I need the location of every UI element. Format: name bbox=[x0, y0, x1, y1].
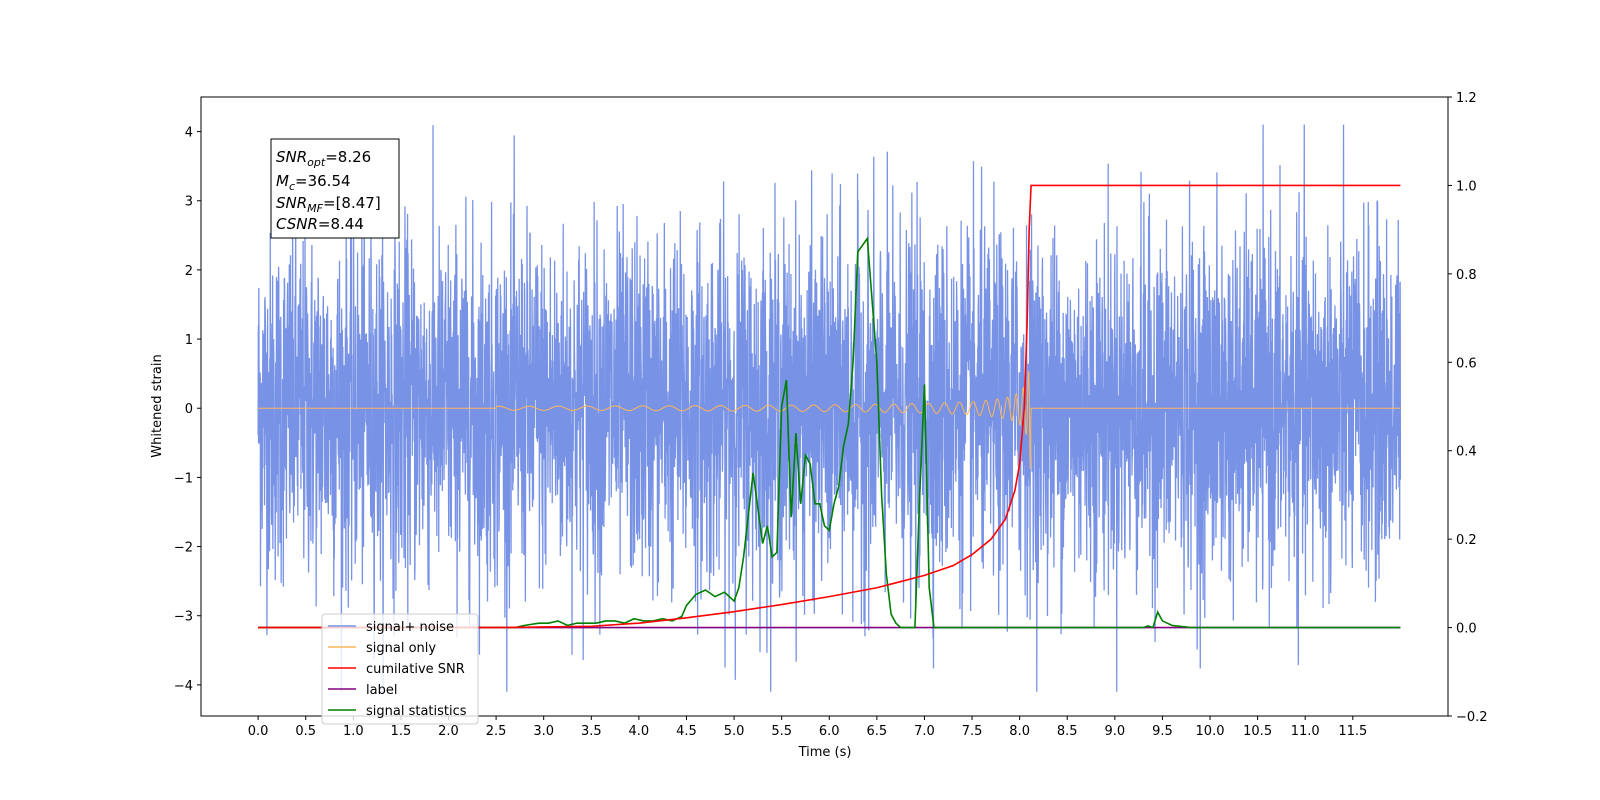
stats-box: SNRopt=8.26 Mc=36.54 SNRMF=[8.47] CSNR=8… bbox=[270, 138, 400, 239]
stats-snr-mf-value: =[8.47] bbox=[323, 194, 381, 212]
x-tick-label: 0.5 bbox=[295, 724, 316, 739]
stats-mc-sub: c bbox=[289, 180, 295, 193]
x-tick-label: 11.0 bbox=[1291, 724, 1320, 739]
x-tick-label: 9.5 bbox=[1152, 724, 1173, 739]
y-right-tick-label: 0.8 bbox=[1456, 268, 1477, 283]
stats-box-frame bbox=[270, 138, 400, 239]
legend-label-signal-only: signal only bbox=[366, 641, 436, 656]
y-right-tick-label: 1.0 bbox=[1456, 179, 1477, 194]
y-axis-label: Whitened strain bbox=[150, 354, 165, 457]
legend-label-cumulative-snr: cumilative SNR bbox=[366, 662, 465, 677]
x-tick-label: 8.0 bbox=[1009, 724, 1030, 739]
stats-csnr-base: CSNR bbox=[276, 215, 318, 233]
x-tick-label: 10.5 bbox=[1243, 724, 1272, 739]
stats-snr-opt-base: SNR bbox=[276, 148, 307, 166]
y-tick-label: −4 bbox=[174, 679, 193, 694]
x-tick-label: 2.0 bbox=[438, 724, 459, 739]
stats-mc-base: M bbox=[276, 172, 289, 190]
x-tick-label: 5.5 bbox=[771, 724, 792, 739]
x-tick-label: 3.0 bbox=[533, 724, 554, 739]
legend: signal+ noise signal only cumilative SNR… bbox=[321, 613, 479, 725]
x-tick-label: 4.5 bbox=[676, 724, 697, 739]
x-tick-label: 8.5 bbox=[1057, 724, 1078, 739]
x-tick-label: 6.5 bbox=[867, 724, 888, 739]
series-line-cumilative-snr bbox=[258, 184, 1401, 629]
x-axis-label: Time (s) bbox=[798, 745, 852, 760]
y-tick-label: 4 bbox=[185, 126, 193, 141]
y-tick-label: −2 bbox=[174, 541, 193, 556]
x-tick-label: 10.0 bbox=[1196, 724, 1225, 739]
stats-csnr: CSNR=8.44 bbox=[276, 215, 364, 233]
stats-snr-opt-value: =8.26 bbox=[325, 148, 371, 166]
axes-frame bbox=[200, 96, 1449, 717]
y-tick-label: −1 bbox=[174, 471, 193, 486]
y-right-tick-label: 0.6 bbox=[1456, 356, 1477, 371]
x-tick-label: 7.0 bbox=[914, 724, 935, 739]
y-tick-label: 1 bbox=[185, 333, 193, 348]
y-tick-label: −3 bbox=[174, 610, 193, 625]
x-tick-label: 1.0 bbox=[343, 724, 364, 739]
x-tick-label: 1.5 bbox=[391, 724, 412, 739]
series-line-signal-only bbox=[258, 370, 1401, 470]
legend-frame bbox=[321, 613, 479, 725]
x-tick-label: 7.5 bbox=[962, 724, 983, 739]
x-tick-label: 6.0 bbox=[819, 724, 840, 739]
y-right-tick-label: −0.2 bbox=[1456, 710, 1488, 725]
series-line-signal-noise bbox=[257, 124, 1402, 692]
x-tick-label: 4.0 bbox=[629, 724, 650, 739]
x-tick-label: 2.5 bbox=[486, 724, 507, 739]
stats-csnr-value: =8.44 bbox=[318, 215, 364, 233]
stats-snr-mf: SNRMF=[8.47] bbox=[276, 194, 381, 215]
x-tick-label: 5.0 bbox=[724, 724, 745, 739]
stats-snr-opt-sub: opt bbox=[307, 156, 326, 169]
y-right-tick-label: 1.2 bbox=[1456, 91, 1477, 106]
legend-label-signal-statistics: signal statistics bbox=[366, 704, 467, 719]
stats-snr-mf-base: SNR bbox=[276, 194, 307, 212]
x-tick-label: 3.5 bbox=[581, 724, 602, 739]
stats-snr-mf-sub: MF bbox=[307, 202, 323, 215]
x-tick-label: 9.0 bbox=[1104, 724, 1125, 739]
x-tick-label: 11.5 bbox=[1338, 724, 1367, 739]
legend-label-signal-noise: signal+ noise bbox=[366, 620, 454, 635]
y-tick-label: 0 bbox=[185, 402, 193, 417]
legend-label-label: label bbox=[366, 683, 397, 698]
y-tick-label: 3 bbox=[185, 195, 193, 210]
stats-mc-value: =36.54 bbox=[295, 172, 351, 190]
y-right-tick-label: 0.2 bbox=[1456, 533, 1477, 548]
stats-mc: Mc=36.54 bbox=[276, 172, 351, 193]
y-right-tick-label: 0.4 bbox=[1456, 445, 1477, 460]
x-tick-label: 0.0 bbox=[248, 724, 269, 739]
stats-snr-opt: SNRopt=8.26 bbox=[276, 148, 371, 169]
y-right-tick-label: 0.0 bbox=[1456, 622, 1477, 637]
ticks-layer: 0.0 0.5 1.0 1.5 2.0 2.5 3.0 3.5 4.0 4.5 5.0 5.5 6.0 6… bbox=[174, 91, 1488, 739]
y-tick-label: 2 bbox=[185, 264, 193, 279]
series-line-signal-statistics bbox=[258, 236, 1401, 629]
